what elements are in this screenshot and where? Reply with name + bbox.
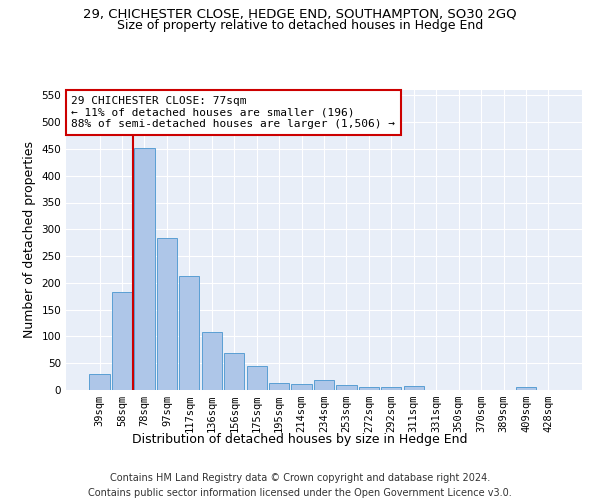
Bar — [89, 374, 110, 390]
Bar — [269, 382, 289, 390]
Bar — [134, 148, 155, 390]
Bar — [247, 366, 267, 390]
Text: Size of property relative to detached houses in Hedge End: Size of property relative to detached ho… — [117, 18, 483, 32]
Bar — [112, 292, 132, 390]
Bar — [359, 388, 379, 390]
Bar — [381, 388, 401, 390]
Bar — [404, 386, 424, 390]
Bar — [292, 384, 311, 390]
Bar — [516, 388, 536, 390]
Bar — [157, 238, 177, 390]
Bar — [202, 332, 222, 390]
Y-axis label: Number of detached properties: Number of detached properties — [23, 142, 36, 338]
Bar — [337, 384, 356, 390]
Text: Distribution of detached houses by size in Hedge End: Distribution of detached houses by size … — [132, 432, 468, 446]
Text: 29, CHICHESTER CLOSE, HEDGE END, SOUTHAMPTON, SO30 2GQ: 29, CHICHESTER CLOSE, HEDGE END, SOUTHAM… — [83, 8, 517, 20]
Bar — [224, 352, 244, 390]
Text: Contains HM Land Registry data © Crown copyright and database right 2024.
Contai: Contains HM Land Registry data © Crown c… — [88, 472, 512, 498]
Bar — [179, 276, 199, 390]
Text: 29 CHICHESTER CLOSE: 77sqm
← 11% of detached houses are smaller (196)
88% of sem: 29 CHICHESTER CLOSE: 77sqm ← 11% of deta… — [71, 96, 395, 129]
Bar — [314, 380, 334, 390]
